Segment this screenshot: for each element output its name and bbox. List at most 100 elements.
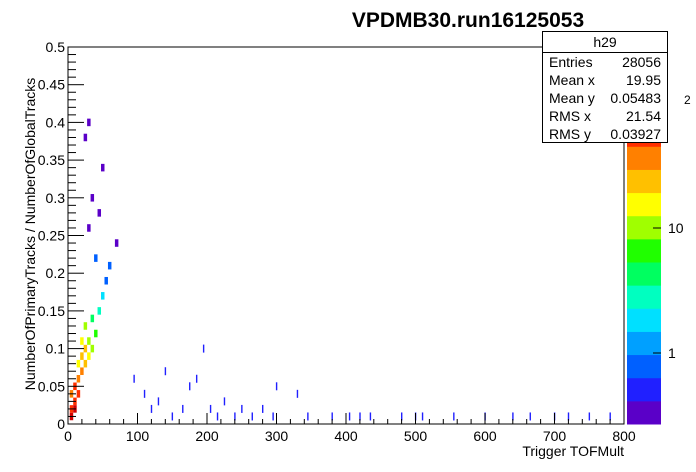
heatmap-cell xyxy=(143,389,146,398)
y-tick-label: 0.15 xyxy=(38,303,65,319)
heatmap-cell xyxy=(90,194,95,202)
heatmap-cell xyxy=(251,412,253,421)
x-tick-label: 700 xyxy=(543,428,567,444)
x-tick-label: 100 xyxy=(126,428,150,444)
y-tick-label: 0.05 xyxy=(38,378,65,394)
heatmap-cell xyxy=(87,224,91,232)
stats-title: h29 xyxy=(543,32,667,53)
x-tick-label: 800 xyxy=(612,428,636,444)
color-scale-segment xyxy=(627,192,661,217)
color-scale-segment xyxy=(627,285,661,309)
color-scale-segment xyxy=(627,262,661,286)
heatmap-cell xyxy=(87,337,91,345)
y-tick-label: 0.5 xyxy=(46,39,66,55)
x-tick-label: 0 xyxy=(64,428,72,444)
color-scale-truncated-label: 2 xyxy=(684,93,691,107)
stats-value: 0.03927 xyxy=(610,126,661,142)
color-scale-segment xyxy=(627,169,661,194)
heatmap-cell xyxy=(307,412,309,421)
stats-row: Entries 28056 xyxy=(543,53,667,71)
heatmap-cell xyxy=(97,307,102,315)
x-tick-label: 500 xyxy=(404,428,428,444)
color-scale-segment xyxy=(627,215,661,240)
stats-value: 0.05483 xyxy=(610,90,661,106)
heatmap-cell xyxy=(512,412,514,421)
heatmap-cell xyxy=(87,352,91,360)
color-scale-segment xyxy=(627,377,661,402)
heatmap-cell xyxy=(195,374,198,383)
heatmap-cell xyxy=(90,344,95,353)
heatmap-cell xyxy=(234,412,236,421)
heatmap-cell xyxy=(275,382,278,391)
y-axis-ticks: 0 0.05 0.1 0.15 0.2 0.25 0.3 0.35 0.4 0.45 0.5 xyxy=(38,39,84,432)
chart-title: VPDMB30.run16125053 xyxy=(352,9,584,32)
heatmap-cell xyxy=(171,412,174,421)
stats-label: RMS x xyxy=(549,108,591,124)
stats-label: RMS y xyxy=(549,126,591,142)
z-tick-label: 10 xyxy=(668,220,684,236)
heatmap-cell xyxy=(241,404,243,413)
color-scale-segment xyxy=(627,331,661,356)
color-scale-bar: 1 10 xyxy=(627,100,684,425)
heatmap-cell xyxy=(157,397,160,406)
heatmap-cell xyxy=(80,337,84,345)
heatmap-cell xyxy=(348,412,351,421)
heatmap-cell xyxy=(104,276,108,285)
heatmap-cell xyxy=(150,404,153,413)
heatmap-cell xyxy=(76,359,81,368)
heatmap-cell xyxy=(83,133,88,142)
stats-label: Mean y xyxy=(549,90,595,106)
heatmap-cell xyxy=(101,292,105,300)
x-tick-label: 200 xyxy=(195,428,219,444)
y-tick-label: 0.2 xyxy=(46,265,66,281)
heatmap-cell xyxy=(83,344,88,353)
heatmap-cell xyxy=(216,412,219,421)
heatmap-cell xyxy=(80,367,84,375)
y-tick-label: 0.4 xyxy=(46,114,66,130)
heatmap-cell xyxy=(76,390,81,398)
color-scale-segment xyxy=(627,146,661,170)
heatmap-cell xyxy=(609,412,611,421)
color-scale-segment xyxy=(627,308,661,332)
heatmap-cell xyxy=(107,261,112,270)
color-scale-segment xyxy=(627,238,661,263)
heatmap-cell xyxy=(369,412,372,421)
y-tick-label: 0 xyxy=(57,416,65,432)
heatmap-cell xyxy=(453,412,455,421)
y-tick-label: 0.35 xyxy=(38,152,65,168)
heatmap-cell xyxy=(189,382,191,391)
stats-row: RMS x 21.54 xyxy=(543,107,667,125)
heatmap-cell xyxy=(401,412,403,421)
heatmap-cell xyxy=(202,344,205,353)
heatmap-cell xyxy=(87,118,91,127)
heatmap-cell xyxy=(83,359,88,368)
plot-frame xyxy=(67,46,625,425)
heatmap-cell xyxy=(83,322,88,330)
heatmap-cell xyxy=(97,209,102,217)
heatmap-cell xyxy=(223,397,226,406)
stats-row: Mean x 19.95 xyxy=(543,71,667,89)
heatmap-cell xyxy=(94,329,98,338)
stats-label: Entries xyxy=(549,54,593,70)
x-tick-label: 300 xyxy=(265,428,289,444)
heatmap-cell xyxy=(262,404,264,413)
stats-label: Mean x xyxy=(549,72,595,88)
heatmap-cell xyxy=(529,412,531,421)
heatmap-cells xyxy=(69,118,611,421)
heatmap-cell xyxy=(296,389,299,398)
y-axis-label: NumberOfPrimaryTracks / NumberOfGlobalTr… xyxy=(22,78,38,390)
y-tick-label: 0.1 xyxy=(46,341,66,357)
y-tick-label: 0.25 xyxy=(38,228,65,244)
x-tick-label: 600 xyxy=(473,428,497,444)
heatmap-cell xyxy=(209,404,212,413)
color-scale-segment xyxy=(627,400,661,425)
stats-value: 19.95 xyxy=(625,72,661,88)
heatmap-cell xyxy=(182,404,184,413)
y-tick-label: 0.3 xyxy=(46,190,66,206)
x-axis-ticks: 0 100 200 300 400 500 600 700 800 xyxy=(64,413,636,444)
heatmap-cell xyxy=(588,412,591,421)
heatmap-cell xyxy=(359,412,361,421)
heatmap-cell xyxy=(76,374,81,383)
heatmap-cell xyxy=(272,412,274,421)
